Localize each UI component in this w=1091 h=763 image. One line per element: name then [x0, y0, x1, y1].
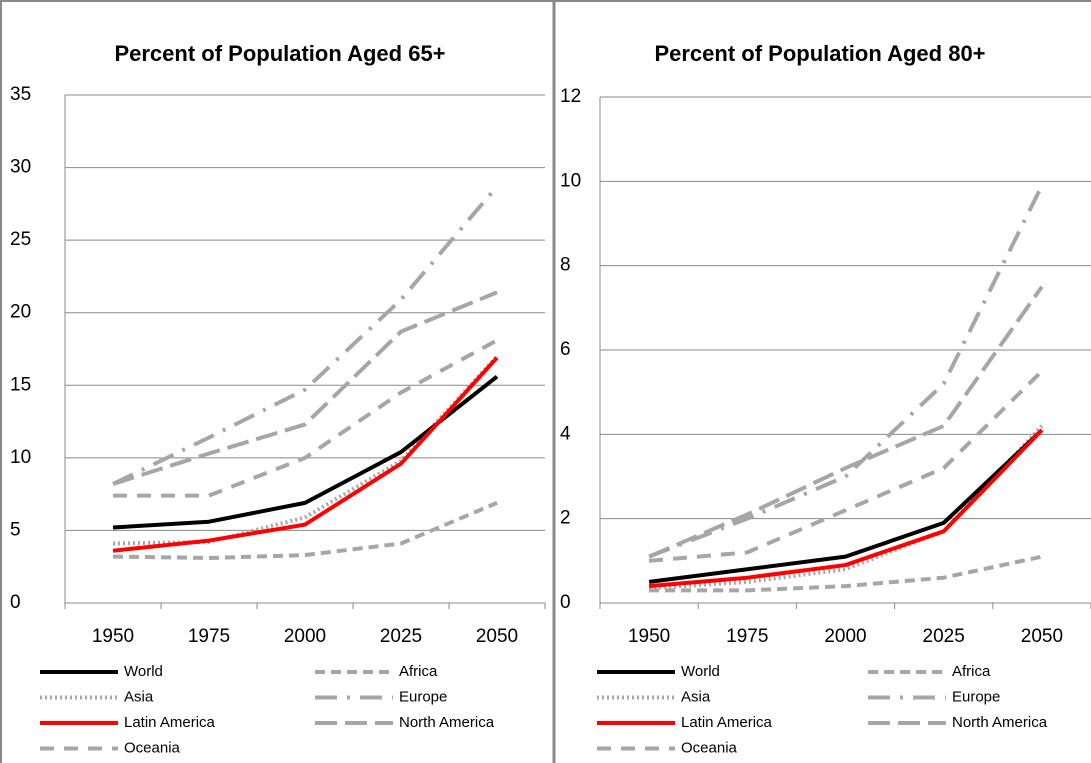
y-tick-label: 0 — [560, 592, 571, 613]
y-tick-label: 5 — [10, 519, 21, 540]
legend-label: Oceania — [681, 739, 738, 756]
legend-label: North America — [952, 714, 1048, 731]
y-tick-label: 30 — [10, 157, 31, 178]
line-series — [648, 285, 1044, 559]
line-series — [648, 428, 1044, 589]
y-tick-label: 10 — [560, 170, 581, 191]
line-series — [112, 356, 499, 553]
legend-label: Europe — [952, 688, 1000, 705]
line-series — [648, 369, 1044, 563]
y-tick-label: 35 — [10, 84, 31, 105]
legend-label: Oceania — [124, 739, 181, 756]
line-series — [648, 428, 1044, 584]
y-tick-label: 15 — [10, 374, 31, 395]
y-tick-label: 10 — [10, 447, 31, 468]
legend-label: Latin America — [681, 714, 773, 731]
line-series — [113, 338, 498, 498]
x-tick-label: 1975 — [726, 626, 768, 647]
legend-label: Latin America — [124, 714, 216, 731]
x-tick-label: 1950 — [92, 626, 134, 647]
y-tick-label: 25 — [10, 229, 31, 250]
line-series — [112, 501, 498, 561]
chart-title: Percent of Population Aged 80+ — [654, 41, 985, 66]
legend-label: Africa — [399, 663, 438, 680]
legend-label: World — [681, 663, 720, 680]
line-series — [112, 354, 499, 546]
legend-label: North America — [399, 714, 495, 731]
line-series — [112, 290, 498, 486]
line-series — [648, 184, 1044, 559]
x-tick-label: 2050 — [1021, 626, 1063, 647]
y-tick-label: 0 — [10, 592, 21, 613]
line-series — [112, 375, 499, 530]
x-tick-label: 1950 — [628, 626, 670, 647]
legend-label: Asia — [681, 688, 711, 705]
line-series — [112, 185, 499, 486]
y-tick-label: 8 — [560, 255, 571, 276]
x-tick-label: 2025 — [380, 626, 422, 647]
y-tick-label: 2 — [560, 508, 571, 529]
x-tick-label: 2025 — [923, 626, 965, 647]
legend-label: Asia — [124, 688, 154, 705]
x-tick-label: 1975 — [188, 626, 230, 647]
y-tick-label: 6 — [560, 339, 571, 360]
y-tick-label: 12 — [560, 86, 581, 107]
line-series — [649, 554, 1043, 593]
y-tick-label: 20 — [10, 302, 31, 323]
legend-label: Africa — [952, 663, 991, 680]
chart-title: Percent of Population Aged 65+ — [114, 41, 445, 66]
x-tick-label: 2050 — [476, 626, 518, 647]
legend-label: Europe — [399, 688, 447, 705]
y-tick-label: 4 — [560, 423, 571, 444]
legend-label: World — [124, 663, 163, 680]
x-tick-label: 2000 — [284, 626, 326, 647]
x-tick-label: 2000 — [824, 626, 866, 647]
